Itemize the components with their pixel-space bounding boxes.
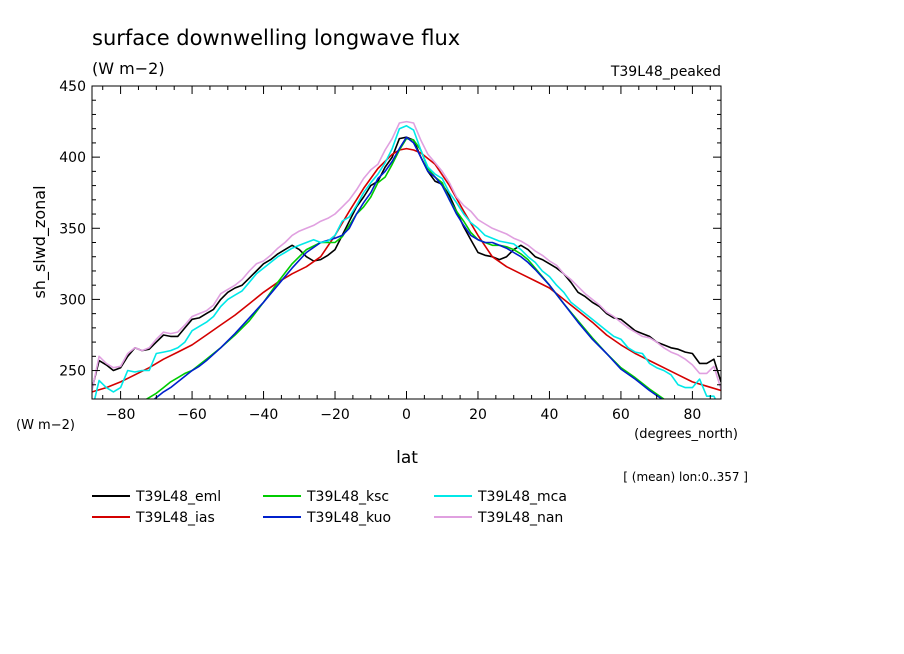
plot-frame	[91, 85, 722, 400]
legend: T39L48_eml T39L48_ias T39L48_ksc T39L48_kuo…	[92, 489, 567, 526]
y-axis-units: (W m−2)	[16, 418, 75, 433]
y-tick-label: 350	[59, 221, 86, 237]
y-axis-label: sh_slwd_zonal	[30, 185, 50, 298]
legend-label: T39L48_kuo	[306, 510, 391, 526]
x-axis-units: (degrees_north)	[634, 427, 738, 442]
series-layer	[92, 120, 721, 399]
chart-subtitle: (W m−2)	[92, 59, 165, 78]
y-tick-label: 300	[59, 292, 86, 308]
y-tick-label: 400	[59, 150, 86, 166]
x-tick-label: 80	[683, 407, 701, 423]
series-line-T39L48_ksc	[145, 137, 666, 399]
y-tick-label: 450	[59, 79, 86, 95]
series-line-T39L48_eml	[92, 136, 721, 390]
series-line-T39L48_ias	[92, 147, 721, 393]
legend-label: T39L48_ksc	[306, 489, 389, 505]
series-line-T39L48_kuo	[153, 136, 664, 399]
legend-label: T39L48_mca	[477, 489, 567, 505]
y-tick-label: 250	[59, 364, 86, 380]
x-tick-label: 0	[402, 407, 411, 423]
legend-label: T39L48_eml	[135, 489, 221, 505]
series-line-T39L48_nan	[92, 120, 721, 391]
x-tick-label: −20	[320, 407, 350, 423]
run-label: T39L48_peaked	[610, 64, 721, 80]
legend-label: T39L48_nan	[477, 510, 563, 526]
x-tick-label: 40	[541, 407, 559, 423]
x-tick-label: −60	[177, 407, 207, 423]
legend-label: T39L48_ias	[135, 510, 215, 526]
x-tick-label: 20	[469, 407, 487, 423]
x-axis-label: lat	[396, 448, 418, 468]
x-tick-label: −40	[249, 407, 279, 423]
x-tick-label: −80	[106, 407, 136, 423]
series-line-T39L48_mca	[93, 125, 717, 399]
averaging-note: [ (mean) lon:0..357 ]	[623, 470, 748, 484]
chart-title: surface downwelling longwave flux	[92, 26, 460, 50]
axes-layer: −80 −60 −40 −20 0 20 40 60 80 250 300 350 400 450	[59, 79, 722, 423]
x-tick-label: 60	[612, 407, 630, 423]
